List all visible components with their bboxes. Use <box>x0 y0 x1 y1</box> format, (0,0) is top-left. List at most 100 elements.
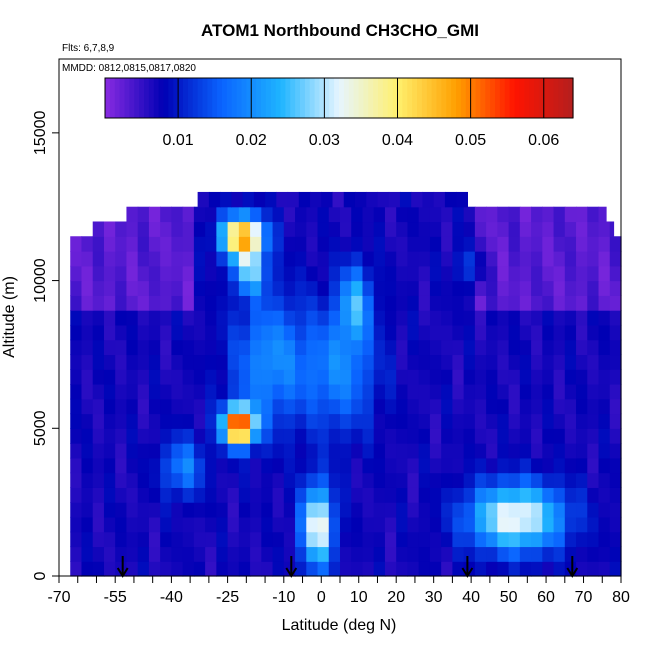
flight-markers <box>116 556 579 578</box>
heatmap-cell <box>283 413 296 429</box>
heatmap-cell <box>295 531 307 548</box>
heatmap-cell <box>486 516 498 533</box>
heatmap-cell <box>340 251 352 267</box>
heatmap-cell <box>81 310 94 326</box>
heatmap-cell <box>508 280 521 296</box>
heatmap-cell <box>441 457 453 474</box>
heatmap-cell <box>609 339 622 356</box>
heatmap-cell <box>317 221 330 237</box>
heatmap-cell <box>587 280 600 296</box>
heatmap-cell <box>261 531 274 548</box>
x-tick-label: -70 <box>47 589 70 606</box>
heatmap-cell <box>193 472 206 488</box>
colorbar-segment <box>490 78 496 118</box>
x-tick-label: 30 <box>425 589 443 606</box>
heatmap-cell <box>531 339 543 356</box>
heatmap-cell <box>452 502 465 518</box>
colorbar-segment <box>529 78 535 118</box>
heatmap-cell <box>508 295 521 311</box>
heatmap-cell <box>126 443 139 459</box>
heatmap-cell <box>384 398 397 415</box>
heatmap-cell <box>205 413 217 429</box>
heatmap-cell <box>115 561 128 577</box>
heatmap-cell <box>216 561 229 577</box>
heatmap-cell <box>474 369 487 385</box>
heatmap-cell <box>429 383 442 400</box>
heatmap-cell <box>587 369 600 385</box>
colorbar-segment <box>421 78 428 118</box>
colorbar-segment <box>495 78 501 118</box>
heatmap-cell <box>486 457 498 474</box>
heatmap-cell <box>227 369 240 385</box>
heatmap-cell <box>137 251 150 267</box>
heatmap-cell <box>362 472 375 488</box>
heatmap-cell <box>553 354 566 370</box>
heatmap-cell <box>332 191 345 208</box>
heatmap-cell <box>295 487 307 503</box>
heatmap-cell <box>508 487 521 503</box>
heatmap-cell <box>115 502 128 518</box>
heatmap-cell <box>261 398 274 415</box>
heatmap-cell <box>463 206 476 223</box>
heatmap-cell <box>70 487 83 503</box>
heatmap-cell <box>115 428 128 444</box>
heatmap-cell <box>148 398 161 415</box>
heatmap-cell <box>452 487 465 503</box>
heatmap-cell <box>171 531 184 548</box>
colorbar-segment <box>363 78 369 118</box>
heatmap-cell <box>429 472 442 488</box>
heatmap-cell <box>598 280 611 296</box>
heatmap-cell <box>598 206 607 223</box>
heatmap-cell <box>373 502 386 518</box>
heatmap-cell <box>193 265 206 282</box>
colorbar-tick-label: 0.01 <box>163 132 194 149</box>
heatmap-cell <box>497 516 510 533</box>
heatmap-cell <box>441 265 453 282</box>
heatmap-cell <box>553 295 566 311</box>
heatmap-cell <box>542 251 555 267</box>
heatmap-cell <box>295 369 307 385</box>
heatmap-cell <box>452 339 465 356</box>
colorbar-segment <box>568 78 574 118</box>
heatmap-cell <box>148 251 161 267</box>
heatmap-cell <box>283 324 296 341</box>
heatmap-cell <box>463 354 476 370</box>
heatmap-cell <box>193 443 206 459</box>
heatmap-cell <box>564 265 577 282</box>
heatmap-cell <box>216 472 229 488</box>
heatmap-cell <box>519 251 532 267</box>
heatmap-cell <box>160 339 172 356</box>
heatmap-cell <box>474 221 487 237</box>
heatmap-cell <box>587 221 600 237</box>
heatmap-cell <box>553 487 566 503</box>
heatmap-cell <box>328 531 341 548</box>
heatmap-cell <box>576 265 588 282</box>
heatmap-cell <box>497 324 510 341</box>
heatmap-cell <box>227 516 240 533</box>
heatmap-cell <box>306 354 319 370</box>
heatmap-cell <box>328 383 341 400</box>
dates-label: MMDD: 0812,0815,0817,0820 <box>62 63 196 74</box>
heatmap-cell <box>306 251 319 267</box>
heatmap-cell <box>508 413 521 429</box>
heatmap-cell <box>553 413 566 429</box>
heatmap-cell <box>148 310 161 326</box>
heatmap-cell <box>272 324 285 341</box>
heatmap-cell <box>340 221 352 237</box>
heatmap-cell <box>137 472 150 488</box>
heatmap-cell <box>261 354 274 370</box>
heatmap-cell <box>519 369 532 385</box>
heatmap-cell <box>351 236 364 252</box>
colorbar-segment <box>548 78 555 118</box>
heatmap-cell <box>148 443 161 459</box>
heatmap-cell <box>81 398 94 415</box>
heatmap-cell <box>340 354 352 370</box>
heatmap-cell <box>295 206 307 223</box>
heatmap-cell <box>553 310 566 326</box>
heatmap-cell <box>295 295 307 311</box>
heatmap-cell <box>362 413 375 429</box>
heatmap-cell <box>373 472 386 488</box>
heatmap-cell <box>70 443 83 459</box>
heatmap-cell <box>272 546 285 562</box>
heatmap-cell <box>418 428 431 444</box>
